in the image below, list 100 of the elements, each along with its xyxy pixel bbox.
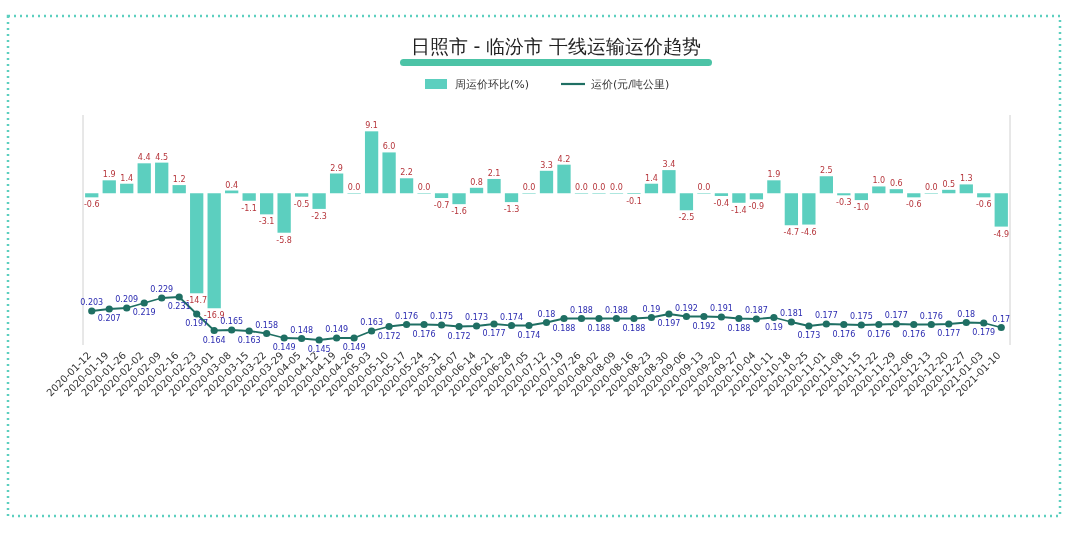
data-label: 0.177: [937, 329, 961, 338]
data-label: 0.188: [727, 323, 751, 333]
bar: [959, 184, 973, 194]
point: [175, 293, 183, 301]
bar: [644, 183, 659, 194]
data-label: 0.163: [237, 336, 261, 345]
data-label: 0.176: [412, 329, 436, 339]
data-label: 0.0: [417, 183, 431, 193]
data-label: 0.176: [395, 311, 419, 321]
point: [245, 327, 253, 335]
data-label: 0.207: [97, 314, 121, 323]
bar: [819, 176, 833, 194]
data-label: 0.188: [622, 323, 646, 333]
point: [980, 319, 988, 327]
point: [577, 314, 586, 323]
data-label: -4.9: [993, 229, 1010, 239]
point: [962, 318, 970, 327]
bar: [207, 193, 221, 309]
bar: [434, 193, 449, 199]
data-label: 4.5: [155, 152, 169, 162]
bar: [452, 193, 466, 205]
data-label: 0.174: [517, 330, 541, 340]
bar: [85, 193, 99, 198]
bar: [399, 178, 414, 194]
data-label: -3.1: [258, 217, 275, 227]
data-label: 0.179: [972, 328, 996, 337]
data-label: -1.6: [451, 207, 467, 217]
data-label: 0.197: [657, 319, 681, 328]
data-label: 0.149: [342, 343, 366, 352]
data-label: 4.4: [137, 153, 151, 163]
data-label: 0.19: [642, 304, 661, 314]
data-label: -1.3: [503, 205, 520, 215]
point: [420, 320, 428, 329]
data-label: 1.4: [120, 173, 134, 183]
bar: [294, 193, 309, 197]
data-label: -2.5: [678, 213, 695, 223]
bar: [837, 193, 851, 196]
point: [595, 314, 603, 323]
data-label: 2.9: [330, 163, 343, 173]
point: [997, 323, 1005, 332]
bar: [277, 193, 291, 233]
data-label: 0.6: [889, 179, 903, 189]
data-label: -4.7: [783, 228, 800, 238]
data-label: 3.3: [540, 160, 553, 170]
data-label: 2.2: [400, 168, 413, 178]
point: [735, 314, 743, 323]
data-label: 0.176: [919, 311, 943, 321]
data-label: -1.0: [853, 203, 870, 213]
bar: [679, 193, 694, 211]
data-label: 0.219: [132, 308, 156, 317]
data-label: 6.0: [382, 142, 396, 152]
point: [437, 321, 446, 329]
data-label: 0.231: [167, 302, 191, 311]
bar: [364, 131, 379, 194]
point: [123, 304, 131, 312]
data-label: -0.6: [83, 200, 100, 210]
data-label: -0.1: [626, 196, 642, 206]
data-label: 0.177: [884, 311, 908, 320]
bar: [137, 163, 151, 194]
point: [630, 314, 638, 323]
point: [542, 318, 551, 327]
data-label: 0.175: [849, 312, 873, 321]
data-label: 0.177: [814, 311, 838, 320]
data-label: 0.175: [430, 312, 454, 321]
bar: [872, 186, 886, 194]
data-label: 0.176: [902, 329, 926, 339]
bar: [732, 193, 746, 203]
data-label: 0.172: [447, 331, 471, 341]
data-label: 0.173: [797, 331, 821, 340]
point: [647, 313, 656, 322]
point: [455, 322, 463, 331]
data-label: 0.0: [347, 183, 361, 193]
point: [350, 334, 358, 342]
point: [665, 310, 673, 318]
point: [787, 318, 795, 326]
legend-label: 运价(元/吨公里): [591, 78, 670, 91]
bar: [889, 189, 903, 194]
data-label: -0.6: [906, 200, 922, 210]
data-label: 1.3: [959, 174, 973, 184]
point: [193, 310, 201, 318]
point: [927, 320, 935, 329]
bar: [329, 173, 344, 194]
point: [228, 326, 236, 334]
data-label: 0.8: [470, 177, 483, 187]
bar: [504, 193, 519, 203]
bar: [907, 193, 921, 198]
data-label: -5.8: [276, 235, 292, 245]
data-label: 0.188: [570, 305, 593, 315]
data-label: 1.9: [767, 170, 781, 180]
data-label: 0.188: [587, 323, 611, 333]
data-label: -0.6: [975, 200, 992, 210]
bar: [749, 193, 764, 200]
legend-label: 周运价环比(%): [455, 78, 530, 91]
point: [752, 315, 760, 323]
point: [560, 314, 568, 323]
data-label: 0.5: [942, 179, 956, 189]
data-label: 0.0: [592, 183, 606, 193]
data-label: 0.172: [377, 331, 401, 341]
data-label: 0.0: [697, 183, 711, 193]
data-label: 0.0: [610, 183, 623, 193]
